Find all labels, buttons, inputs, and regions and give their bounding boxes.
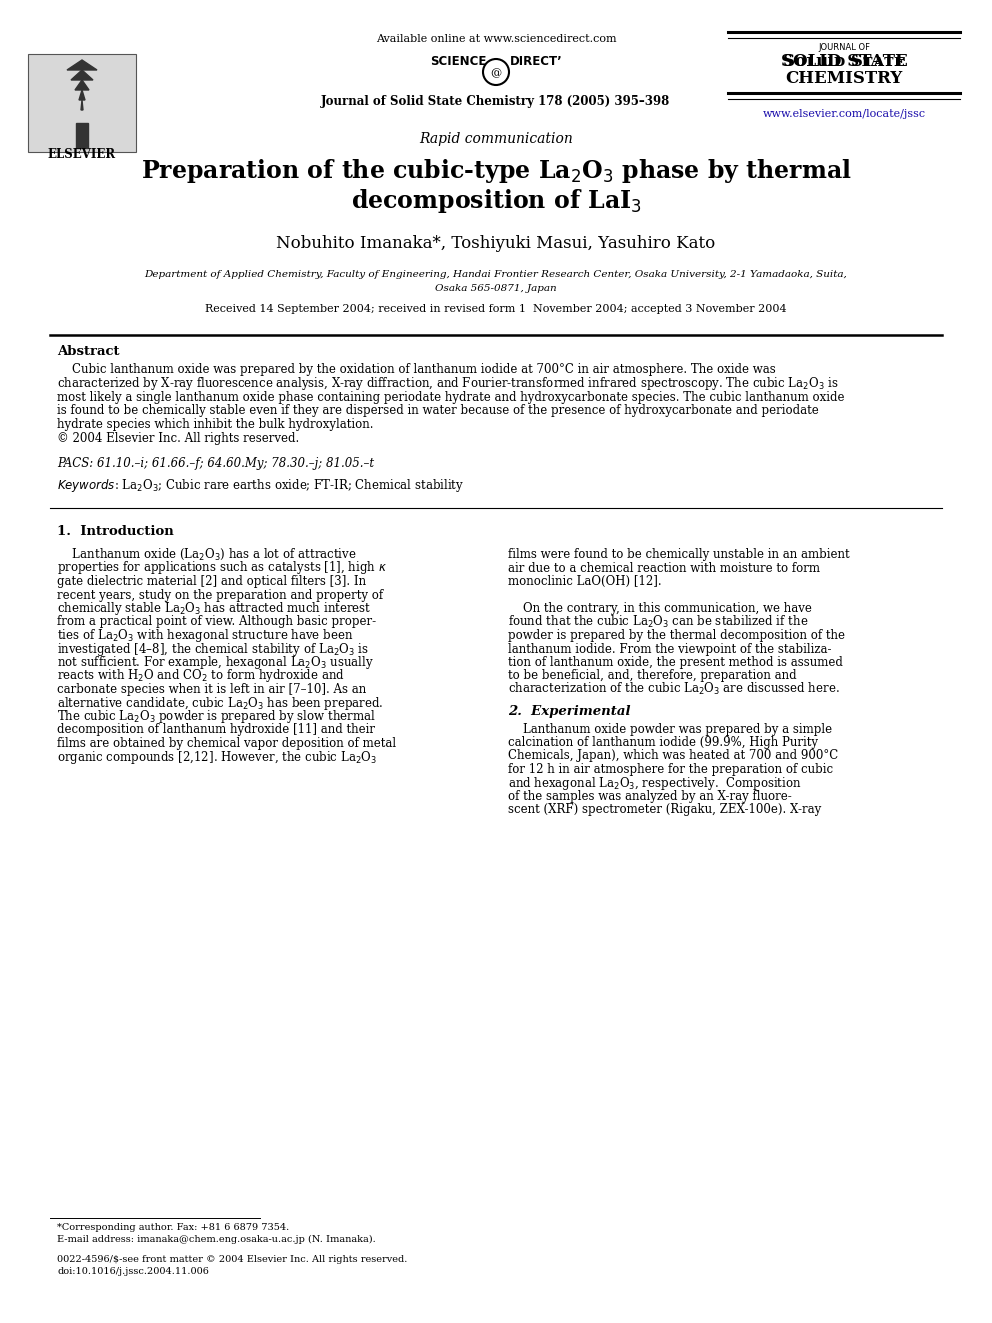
Polygon shape [75,79,89,90]
Text: carbonate species when it is left in air [7–10]. As an: carbonate species when it is left in air… [57,683,366,696]
Polygon shape [79,90,85,101]
Text: DIRECT’: DIRECT’ [510,56,562,67]
Text: Department of Applied Chemistry, Faculty of Engineering, Handai Frontier Researc: Department of Applied Chemistry, Faculty… [145,270,847,279]
Text: 0022-4596/$-see front matter © 2004 Elsevier Inc. All rights reserved.: 0022-4596/$-see front matter © 2004 Else… [57,1256,408,1263]
Text: © 2004 Elsevier Inc. All rights reserved.: © 2004 Elsevier Inc. All rights reserved… [57,433,300,445]
Text: of the samples was analyzed by an X-ray fluore-: of the samples was analyzed by an X-ray … [508,790,792,803]
Bar [76,123,88,148]
Text: ELSEVIER: ELSEVIER [48,148,116,161]
Text: scent (XRF) spectrometer (Rigaku, ZEX-100e). X-ray: scent (XRF) spectrometer (Rigaku, ZEX-10… [508,803,821,816]
Text: www.elsevier.com/locate/jssc: www.elsevier.com/locate/jssc [763,108,926,119]
Text: CHEMISTRY: CHEMISTRY [786,70,903,87]
Text: SOLID STATE: SOLID STATE [781,53,908,70]
Text: for 12 h in air atmosphere for the preparation of cubic: for 12 h in air atmosphere for the prepa… [508,763,833,777]
Bar [28,54,136,152]
Text: decomposition of LaI$_3$: decomposition of LaI$_3$ [350,187,642,216]
Text: @: @ [490,67,502,78]
Text: chemically stable La$_2$O$_3$ has attracted much interest: chemically stable La$_2$O$_3$ has attrac… [57,601,371,617]
Text: properties for applications such as catalysts [1], high $\kappa$: properties for applications such as cata… [57,560,387,577]
Text: Abstract: Abstract [57,345,119,359]
Text: E-mail address: imanaka@chem.eng.osaka-u.ac.jp (N. Imanaka).: E-mail address: imanaka@chem.eng.osaka-u… [57,1234,376,1244]
Text: not sufficient. For example, hexagonal La$_2$O$_3$ usually: not sufficient. For example, hexagonal L… [57,654,374,671]
Polygon shape [71,70,93,79]
Text: to be beneficial, and, therefore, preparation and: to be beneficial, and, therefore, prepar… [508,669,797,683]
Text: found that the cubic La$_2$O$_3$ can be stabilized if the: found that the cubic La$_2$O$_3$ can be … [508,614,808,630]
Text: SCIENCE: SCIENCE [430,56,486,67]
Text: On the contrary, in this communication, we have: On the contrary, in this communication, … [508,602,811,615]
Text: Rapid communication: Rapid communication [420,132,572,146]
Text: hydrate species which inhibit the bulk hydroxylation.: hydrate species which inhibit the bulk h… [57,418,374,431]
Text: Cubic lanthanum oxide was prepared by the oxidation of lanthanum iodide at 700°C: Cubic lanthanum oxide was prepared by th… [57,363,776,376]
Text: films were found to be chemically unstable in an ambient: films were found to be chemically unstab… [508,548,849,561]
Text: films are obtained by chemical vapor deposition of metal: films are obtained by chemical vapor dep… [57,737,396,750]
Text: powder is prepared by the thermal decomposition of the: powder is prepared by the thermal decomp… [508,628,845,642]
Text: ties of La$_2$O$_3$ with hexagonal structure have been: ties of La$_2$O$_3$ with hexagonal struc… [57,627,353,644]
Text: recent years, study on the preparation and property of: recent years, study on the preparation a… [57,589,383,602]
Text: decomposition of lanthanum hydroxide [11] and their: decomposition of lanthanum hydroxide [11… [57,724,375,737]
Text: Chemicals, Japan), which was heated at 700 and 900°C: Chemicals, Japan), which was heated at 7… [508,750,838,762]
Text: alternative candidate, cubic La$_2$O$_3$ has been prepared.: alternative candidate, cubic La$_2$O$_3$… [57,695,383,712]
Polygon shape [67,60,97,70]
Text: Lanthanum oxide powder was prepared by a simple: Lanthanum oxide powder was prepared by a… [508,722,832,736]
Text: from a practical point of view. Although basic proper-: from a practical point of view. Although… [57,615,376,628]
Text: investigated [4–8], the chemical stability of La$_2$O$_3$ is: investigated [4–8], the chemical stabili… [57,640,369,658]
Polygon shape [81,101,83,110]
Text: most likely a single lanthanum oxide phase containing periodate hydrate and hydr: most likely a single lanthanum oxide pha… [57,390,844,404]
Text: 2.  Experimental: 2. Experimental [508,705,631,717]
Text: Nobuhito Imanaka*, Toshiyuki Masui, Yasuhiro Kato: Nobuhito Imanaka*, Toshiyuki Masui, Yasu… [277,235,715,251]
Text: Sᴏʟɯᴅ Sᴛᴀᴛᴇ: Sᴏʟɯᴅ Sᴛᴀᴛᴇ [784,53,905,70]
Text: tion of lanthanum oxide, the present method is assumed: tion of lanthanum oxide, the present met… [508,656,843,669]
Text: Journal of Solid State Chemistry 178 (2005) 395–398: Journal of Solid State Chemistry 178 (20… [321,95,671,108]
Text: $\mathit{Keywords}$: La$_2$O$_3$; Cubic rare earths oxide; FT-IR; Chemical stabi: $\mathit{Keywords}$: La$_2$O$_3$; Cubic … [57,478,464,493]
Text: organic compounds [2,12]. However, the cubic La$_2$O$_3$: organic compounds [2,12]. However, the c… [57,749,377,766]
Text: characterized by X-ray fluorescence analysis, X-ray diffraction, and Fourier-tra: characterized by X-ray fluorescence anal… [57,374,838,392]
Text: 1.  Introduction: 1. Introduction [57,525,174,538]
Text: characterization of the cubic La$_2$O$_3$ are discussed here.: characterization of the cubic La$_2$O$_3… [508,681,839,697]
Text: doi:10.1016/j.jssc.2004.11.006: doi:10.1016/j.jssc.2004.11.006 [57,1267,209,1275]
Text: Lanthanum oxide (La$_2$O$_3$) has a lot of attractive: Lanthanum oxide (La$_2$O$_3$) has a lot … [57,546,357,562]
Text: Received 14 September 2004; received in revised form 1  November 2004; accepted : Received 14 September 2004; received in … [205,304,787,314]
Text: PACS: 61.10.–i; 61.66.–f; 64.60.My; 78.30.–j; 81.05.–t: PACS: 61.10.–i; 61.66.–f; 64.60.My; 78.3… [57,456,374,470]
Text: and hexagonal La$_2$O$_3$, respectively.  Composition: and hexagonal La$_2$O$_3$, respectively.… [508,774,802,791]
Text: *Corresponding author. Fax: +81 6 6879 7354.: *Corresponding author. Fax: +81 6 6879 7… [57,1222,290,1232]
Text: calcination of lanthanum iodide (99.9%, High Purity: calcination of lanthanum iodide (99.9%, … [508,736,818,749]
Text: Preparation of the cubic-type La$_2$O$_3$ phase by thermal: Preparation of the cubic-type La$_2$O$_3… [141,157,851,185]
Text: Available online at www.sciencedirect.com: Available online at www.sciencedirect.co… [376,34,616,44]
Text: The cubic La$_2$O$_3$ powder is prepared by slow thermal: The cubic La$_2$O$_3$ powder is prepared… [57,708,376,725]
Text: gate dielectric material [2] and optical filters [3]. In: gate dielectric material [2] and optical… [57,576,366,587]
Text: reacts with H$_2$O and CO$_2$ to form hydroxide and: reacts with H$_2$O and CO$_2$ to form hy… [57,668,345,684]
Text: JOURNAL OF: JOURNAL OF [818,44,870,52]
Text: monoclinic LaO(OH) [12].: monoclinic LaO(OH) [12]. [508,576,662,587]
Text: Osaka 565-0871, Japan: Osaka 565-0871, Japan [435,284,557,292]
Text: air due to a chemical reaction with moisture to form: air due to a chemical reaction with mois… [508,561,820,574]
Text: lanthanum iodide. From the viewpoint of the stabiliza-: lanthanum iodide. From the viewpoint of … [508,643,831,655]
Text: is found to be chemically stable even if they are dispersed in water because of : is found to be chemically stable even if… [57,405,818,417]
